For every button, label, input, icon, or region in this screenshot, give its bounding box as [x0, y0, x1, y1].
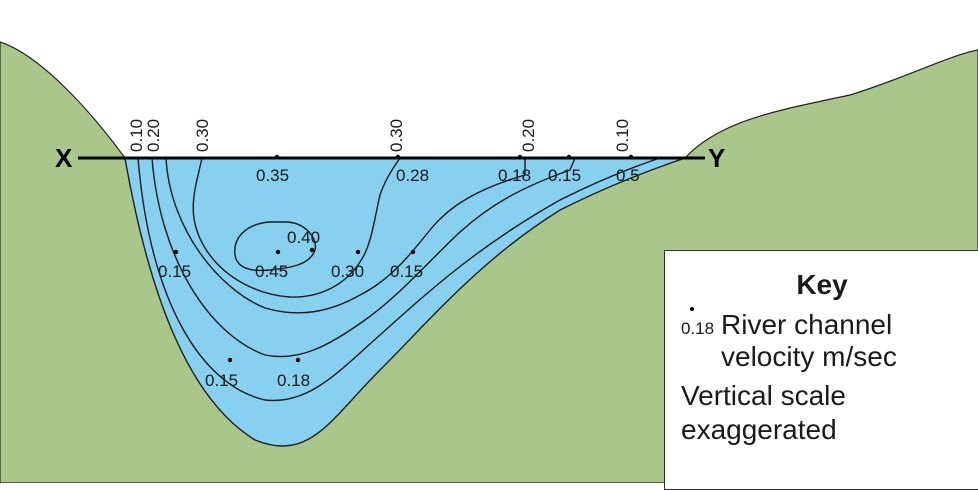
velocity-label: 0.28: [396, 166, 429, 185]
key-title: Key: [796, 269, 848, 300]
point-dot: [395, 154, 401, 160]
river-water: [124, 157, 686, 447]
surface-tick-labels: 0.10 0.20 0.30 0.30 0.20 0.10: [127, 119, 632, 152]
surface-label: 0.20: [144, 119, 163, 152]
point-dot: [517, 154, 523, 160]
measurement-points: [173, 154, 634, 363]
point-dot: [355, 249, 361, 255]
point-dot: [275, 249, 281, 255]
point-dot: [309, 247, 315, 253]
key-description: River channel velocity m/sec: [721, 309, 897, 372]
velocity-label: 0.40: [287, 228, 320, 247]
surface-label: 0.30: [193, 119, 212, 152]
surface-label: 0.10: [613, 119, 632, 152]
surface-label: 0.30: [387, 119, 406, 152]
endpoint-y: Y: [708, 143, 725, 173]
velocity-label: 0.15: [158, 262, 191, 281]
isovel-0-40: [234, 221, 317, 272]
velocity-label: 0.18: [498, 166, 531, 185]
point-dot: [628, 154, 634, 160]
isovel-0-20: [165, 157, 526, 314]
endpoint-x: X: [55, 143, 73, 173]
point-dot: [227, 357, 233, 363]
velocity-label: 0.45: [255, 262, 288, 281]
velocity-label: 0.5: [616, 166, 640, 185]
surface-label: 0.20: [519, 119, 538, 152]
surface-label: 0.10: [127, 119, 146, 152]
point-dot: [173, 249, 179, 255]
velocity-label: 0.15: [390, 262, 423, 281]
point-dot: [295, 357, 301, 363]
point-dot: [566, 154, 572, 160]
point-dot: [274, 154, 280, 160]
key-note: Vertical scale exaggerated: [681, 380, 846, 445]
key-sample-value: 0.18: [681, 319, 715, 338]
point-dot: [410, 249, 416, 255]
velocity-label: 0.18: [277, 371, 310, 390]
velocity-label: 0.35: [256, 166, 289, 185]
velocity-label: 0.15: [205, 371, 238, 390]
isovel-0-30: [192, 157, 401, 298]
isovel-0-10: [137, 157, 661, 402]
velocity-label: 0.30: [331, 262, 364, 281]
velocity-labels: 0.35 0.28 0.18 0.15 0.5 0.40 0.15 0.45 0…: [158, 166, 640, 390]
isovel-0-15: [151, 157, 576, 358]
key-sample-dot: [690, 307, 694, 311]
key-box: Key 0.18 River channel velocity m/sec Ve…: [664, 250, 978, 490]
velocity-label: 0.15: [548, 166, 581, 185]
